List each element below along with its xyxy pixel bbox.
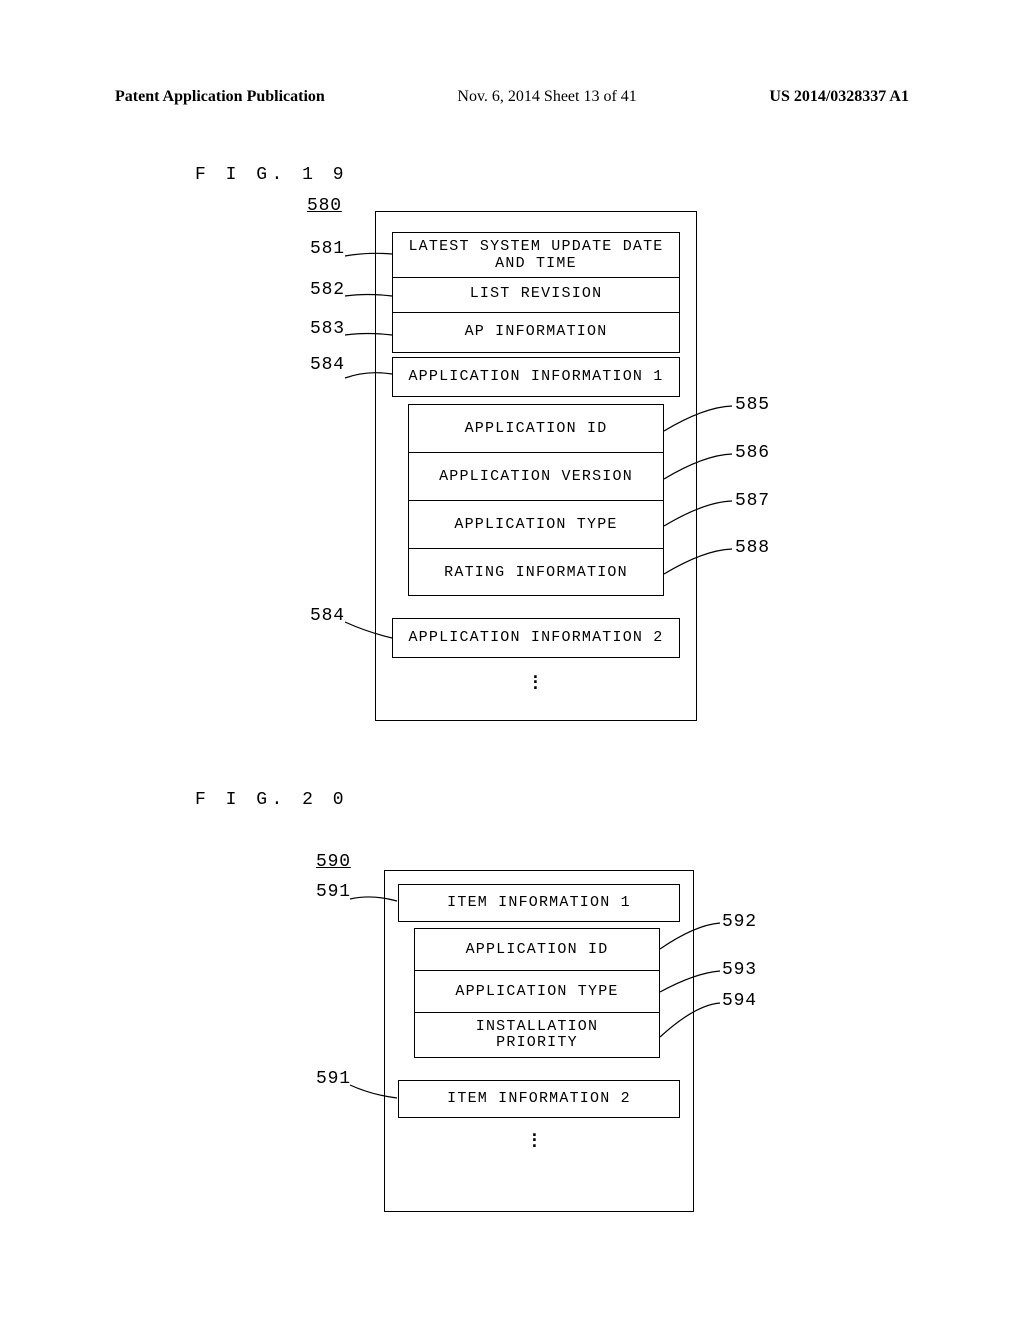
fig20-ref-593: 593 <box>722 960 757 980</box>
fig19-label: F I G. 1 9 <box>195 165 348 185</box>
fig19-row-apinfo: AP INFORMATION <box>392 312 680 353</box>
fig19-ref-584b: 584 <box>310 606 345 626</box>
fig19-ref-581: 581 <box>310 239 345 259</box>
fig19-ref-587: 587 <box>735 491 770 511</box>
fig19-row-latest: LATEST SYSTEM UPDATE DATEAND TIME <box>392 232 680 278</box>
fig20-ellipsis: ··· <box>529 1134 541 1150</box>
header-mid: Nov. 6, 2014 Sheet 13 of 41 <box>457 88 636 106</box>
fig19-ref-588: 588 <box>735 538 770 558</box>
fig20-row-item2: ITEM INFORMATION 2 <box>398 1080 680 1118</box>
fig20-ref-592: 592 <box>722 912 757 932</box>
fig20-sub-apptype: APPLICATION TYPE <box>414 970 660 1012</box>
fig19-row-appinfo1: APPLICATION INFORMATION 1 <box>392 357 680 397</box>
fig20-label: F I G. 2 0 <box>195 790 348 810</box>
fig19-main-ref: 580 <box>307 196 342 216</box>
fig20-subgroup: APPLICATION ID APPLICATION TYPE INSTALLA… <box>414 928 660 1058</box>
fig19-row-appinfo2: APPLICATION INFORMATION 2 <box>392 618 680 658</box>
fig20-ref-594: 594 <box>722 991 757 1011</box>
fig20-main-ref: 590 <box>316 852 351 872</box>
page-header: Patent Application Publication Nov. 6, 2… <box>0 88 1024 106</box>
fig19-ref-583: 583 <box>310 319 345 339</box>
fig20-ref-591b: 591 <box>316 1069 351 1089</box>
fig20-sub-appid: APPLICATION ID <box>414 928 660 970</box>
fig20-sub-install: INSTALLATIONPRIORITY <box>414 1012 660 1058</box>
fig19-ref-585: 585 <box>735 395 770 415</box>
fig19-ref-582: 582 <box>310 280 345 300</box>
fig19-sub-rating: RATING INFORMATION <box>408 548 664 596</box>
header-left: Patent Application Publication <box>115 88 325 106</box>
fig19-ref-584a: 584 <box>310 355 345 375</box>
fig19-sub-appid: APPLICATION ID <box>408 404 664 452</box>
fig20-ref-591a: 591 <box>316 882 351 902</box>
fig19-ellipsis: ··· <box>530 676 542 692</box>
fig19-ref-586: 586 <box>735 443 770 463</box>
header-right: US 2014/0328337 A1 <box>769 88 909 106</box>
fig19-sub-apptype: APPLICATION TYPE <box>408 500 664 548</box>
fig19-sub-appver: APPLICATION VERSION <box>408 452 664 500</box>
fig19-row-listrev: LIST REVISION <box>392 276 680 313</box>
fig19-subgroup: APPLICATION ID APPLICATION VERSION APPLI… <box>408 404 664 596</box>
fig20-row-item1: ITEM INFORMATION 1 <box>398 884 680 922</box>
